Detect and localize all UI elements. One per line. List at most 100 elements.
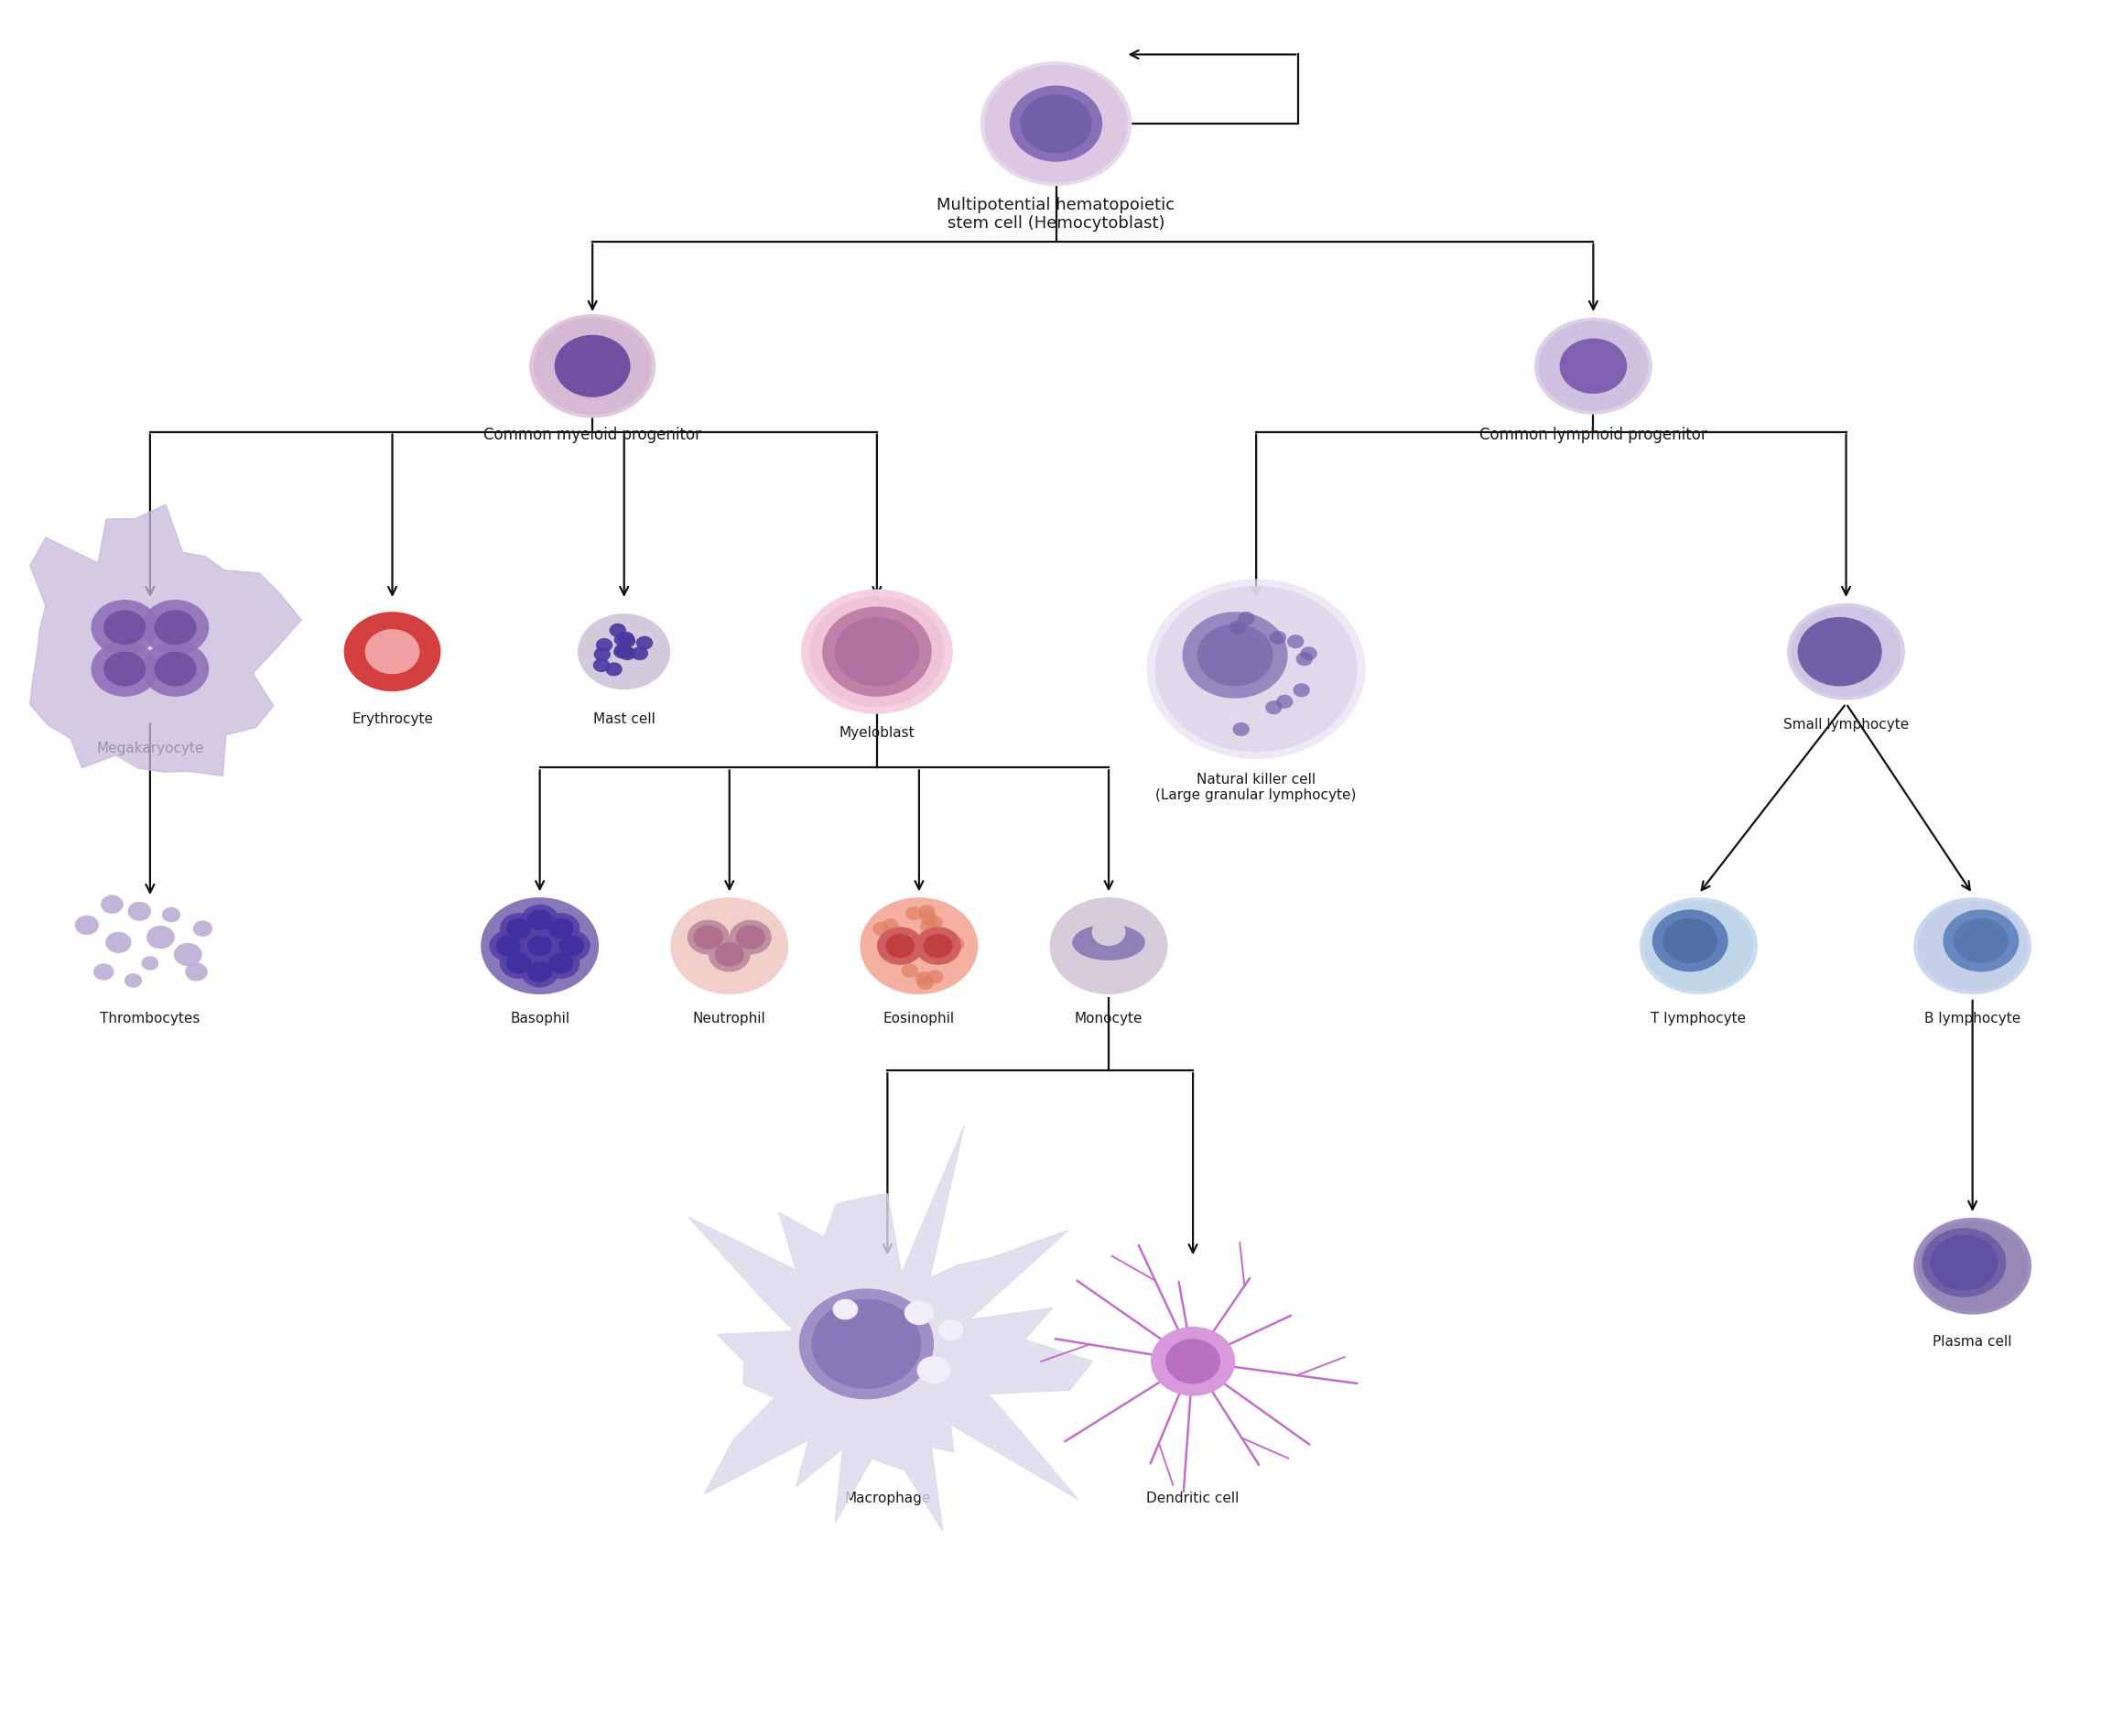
Circle shape bbox=[146, 925, 175, 950]
Circle shape bbox=[923, 934, 953, 958]
Circle shape bbox=[608, 623, 625, 637]
Circle shape bbox=[1269, 630, 1286, 644]
Text: Neutrophil: Neutrophil bbox=[693, 1012, 767, 1026]
Circle shape bbox=[1238, 611, 1255, 625]
Text: Macrophage: Macrophage bbox=[845, 1491, 931, 1505]
Circle shape bbox=[917, 976, 934, 990]
Circle shape bbox=[1198, 623, 1274, 686]
Circle shape bbox=[686, 920, 729, 955]
Circle shape bbox=[636, 635, 653, 649]
Circle shape bbox=[101, 896, 122, 913]
Circle shape bbox=[714, 943, 743, 967]
Text: Eosinophil: Eosinophil bbox=[883, 1012, 955, 1026]
Circle shape bbox=[1286, 635, 1303, 649]
Circle shape bbox=[617, 646, 634, 660]
Circle shape bbox=[619, 634, 636, 648]
Circle shape bbox=[914, 927, 961, 965]
Circle shape bbox=[1538, 321, 1647, 411]
Circle shape bbox=[579, 613, 670, 689]
Circle shape bbox=[1791, 606, 1901, 696]
Circle shape bbox=[1293, 684, 1309, 698]
Circle shape bbox=[1918, 901, 2028, 991]
Circle shape bbox=[522, 904, 560, 936]
Circle shape bbox=[496, 936, 522, 957]
Circle shape bbox=[822, 606, 931, 696]
Text: Erythrocyte: Erythrocyte bbox=[351, 712, 433, 726]
Circle shape bbox=[615, 632, 631, 646]
Circle shape bbox=[129, 901, 152, 920]
Circle shape bbox=[798, 1288, 934, 1399]
Circle shape bbox=[612, 644, 629, 658]
Text: Mast cell: Mast cell bbox=[593, 712, 655, 726]
Circle shape bbox=[103, 651, 146, 686]
Circle shape bbox=[876, 927, 923, 965]
Circle shape bbox=[553, 930, 591, 962]
Circle shape bbox=[708, 937, 750, 972]
Polygon shape bbox=[30, 505, 302, 776]
Circle shape bbox=[1229, 620, 1246, 634]
Circle shape bbox=[938, 1319, 963, 1340]
Circle shape bbox=[1020, 94, 1092, 153]
Circle shape bbox=[93, 963, 114, 981]
Text: Common myeloid progenitor: Common myeloid progenitor bbox=[484, 427, 701, 443]
Circle shape bbox=[1797, 616, 1882, 686]
Circle shape bbox=[560, 936, 585, 957]
Circle shape bbox=[507, 918, 532, 939]
Circle shape bbox=[872, 922, 889, 936]
Circle shape bbox=[106, 932, 131, 953]
Circle shape bbox=[919, 904, 936, 918]
Circle shape bbox=[91, 599, 158, 654]
Circle shape bbox=[1233, 722, 1250, 736]
Circle shape bbox=[593, 648, 610, 661]
Circle shape bbox=[142, 957, 158, 970]
Circle shape bbox=[693, 925, 722, 950]
Circle shape bbox=[619, 646, 636, 660]
Text: Natural killer cell
(Large granular lymphocyte): Natural killer cell (Large granular lymp… bbox=[1155, 773, 1356, 802]
Circle shape bbox=[729, 920, 771, 955]
Circle shape bbox=[596, 639, 612, 653]
Circle shape bbox=[154, 651, 196, 686]
Circle shape bbox=[1559, 339, 1626, 394]
Circle shape bbox=[1652, 910, 1728, 972]
Circle shape bbox=[1297, 653, 1314, 667]
Circle shape bbox=[917, 1356, 950, 1384]
Circle shape bbox=[154, 609, 196, 644]
Text: Dendritic cell: Dendritic cell bbox=[1147, 1491, 1240, 1505]
Circle shape bbox=[1918, 1220, 2028, 1311]
Text: Multipotential hematopoietic
stem cell (Hemocytoblast): Multipotential hematopoietic stem cell (… bbox=[938, 196, 1174, 233]
Circle shape bbox=[1155, 585, 1358, 752]
Circle shape bbox=[1183, 611, 1288, 698]
Circle shape bbox=[528, 910, 553, 930]
Circle shape bbox=[186, 963, 207, 981]
Polygon shape bbox=[689, 1127, 1092, 1531]
Circle shape bbox=[885, 934, 914, 958]
Circle shape bbox=[617, 632, 634, 646]
Circle shape bbox=[530, 314, 655, 418]
Circle shape bbox=[980, 61, 1132, 186]
Text: T lymphocyte: T lymphocyte bbox=[1652, 1012, 1747, 1026]
Circle shape bbox=[482, 898, 600, 995]
Circle shape bbox=[927, 970, 944, 984]
Circle shape bbox=[948, 937, 965, 951]
Circle shape bbox=[163, 908, 180, 922]
Circle shape bbox=[490, 930, 528, 962]
Circle shape bbox=[1922, 1227, 2006, 1297]
Circle shape bbox=[91, 641, 158, 696]
Circle shape bbox=[507, 953, 532, 974]
Text: Plasma cell: Plasma cell bbox=[1932, 1335, 2013, 1349]
Circle shape bbox=[549, 918, 574, 939]
Circle shape bbox=[1943, 910, 2019, 972]
Text: Basophil: Basophil bbox=[509, 1012, 570, 1026]
Circle shape bbox=[1643, 901, 1753, 991]
Circle shape bbox=[549, 953, 574, 974]
Circle shape bbox=[555, 335, 629, 398]
Circle shape bbox=[800, 589, 953, 713]
Circle shape bbox=[809, 595, 944, 707]
Circle shape bbox=[543, 948, 581, 979]
Text: Monocyte: Monocyte bbox=[1075, 1012, 1143, 1026]
Circle shape bbox=[528, 936, 553, 957]
Circle shape bbox=[192, 920, 213, 937]
Circle shape bbox=[1265, 701, 1282, 715]
Circle shape bbox=[1533, 318, 1652, 415]
Circle shape bbox=[984, 64, 1128, 182]
